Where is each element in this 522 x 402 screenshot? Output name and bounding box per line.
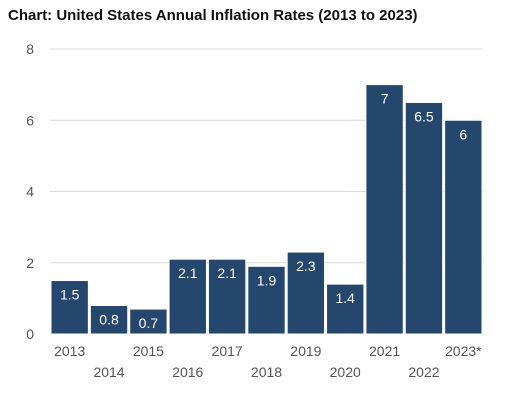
x-tick-label: 2022 xyxy=(408,364,439,380)
data-label: 6.5 xyxy=(414,108,434,124)
bar-2017 xyxy=(207,258,247,335)
bar-2022 xyxy=(404,101,444,335)
bar-2019 xyxy=(286,251,326,335)
bar-2014 xyxy=(89,305,129,335)
y-tick-label: 2 xyxy=(26,255,34,271)
x-tick-label: 2018 xyxy=(251,364,282,380)
x-tick-label: 2023* xyxy=(445,343,482,359)
y-tick-label: 8 xyxy=(26,41,34,57)
bars xyxy=(50,84,483,335)
data-labels: 1.5 0.8 0.7 2.1 2.1 1.9 2.3 1.4 7 6.5 6 xyxy=(60,91,467,331)
data-label: 2.1 xyxy=(217,265,237,281)
bar-2021 xyxy=(365,84,404,335)
x-tick-label: 2014 xyxy=(93,364,124,380)
x-tick-label: 2020 xyxy=(330,364,361,380)
bar-2018 xyxy=(247,265,286,335)
bar-2015 xyxy=(129,308,168,335)
y-tick-label: 4 xyxy=(26,184,34,200)
x-tick-label: 2019 xyxy=(290,343,321,359)
data-label: 0.8 xyxy=(99,312,119,328)
y-tick-label: 0 xyxy=(26,326,34,342)
data-label: 2.1 xyxy=(178,265,198,281)
bar-2016 xyxy=(168,258,207,335)
x-tick-label: 2013 xyxy=(54,343,85,359)
data-label: 1.9 xyxy=(257,272,277,288)
chart-title: Chart: United States Annual Inflation Ra… xyxy=(8,7,418,24)
y-tick-label: 6 xyxy=(26,112,34,128)
data-label: 6 xyxy=(459,126,467,142)
bar-2023 xyxy=(444,119,483,335)
x-tick-label: 2021 xyxy=(369,343,400,359)
x-tick-label: 2015 xyxy=(133,343,164,359)
bar-2013 xyxy=(50,280,89,335)
x-tick-label: 2016 xyxy=(172,364,203,380)
x-axis-ticks: 2013 2014 2015 2016 2017 2018 2019 2020 2021 2022… xyxy=(54,343,482,380)
data-label: 2.3 xyxy=(296,258,316,274)
y-axis-ticks: 0 2 4 6 8 xyxy=(26,41,34,342)
data-label: 1.5 xyxy=(60,287,80,303)
data-label: 0.7 xyxy=(139,315,159,331)
x-tick-label: 2017 xyxy=(212,343,243,359)
data-label: 1.4 xyxy=(335,290,355,306)
data-label: 7 xyxy=(381,91,389,107)
bar-2020 xyxy=(326,283,365,335)
